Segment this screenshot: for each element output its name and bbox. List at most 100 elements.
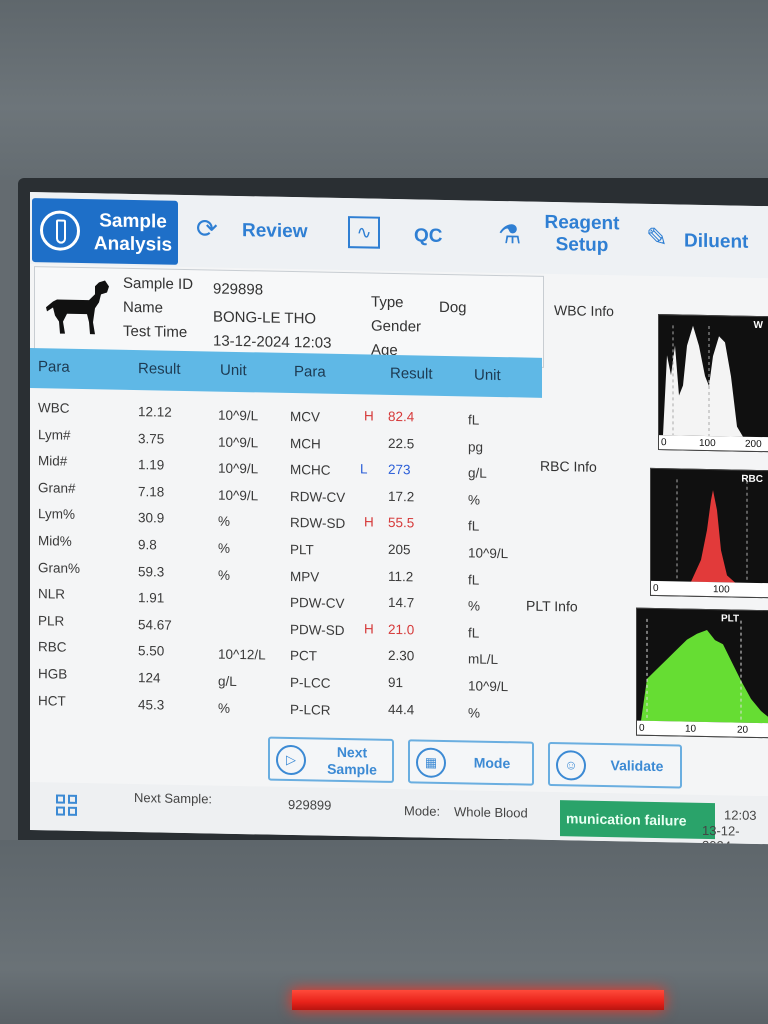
col-unit-2: Unit <box>474 366 501 385</box>
col-para-2: Para <box>294 363 326 381</box>
plt-info-label: PLT Info <box>526 597 578 615</box>
row-result: 205 <box>388 541 411 558</box>
row-unit: % <box>468 598 481 614</box>
row-unit: % <box>218 540 231 556</box>
test-tube-icon <box>40 210 80 251</box>
row-para: NLR <box>38 586 66 602</box>
communication-status: munication failure <box>560 800 715 840</box>
row-flag: H <box>364 408 374 424</box>
row-para: PLT <box>290 541 314 558</box>
wbc-tick-200: 200 <box>745 438 762 451</box>
clock-date: 13-12-2024 <box>702 822 740 844</box>
rbc-info-label: RBC Info <box>540 457 597 475</box>
row-result: 30.9 <box>138 510 165 526</box>
test-time-value: 13-12-2024 12:03 <box>213 332 332 352</box>
row-result: 45.3 <box>138 696 165 713</box>
user-icon: ☺ <box>556 750 586 781</box>
status-light <box>292 990 664 1010</box>
row-result: 5.50 <box>138 643 165 659</box>
row-unit: % <box>468 492 481 508</box>
plt-tick-20: 20 <box>737 724 749 736</box>
plt-histogram-title: PLT <box>721 613 740 625</box>
next-sample-button[interactable]: ▷ Next Sample <box>268 736 394 783</box>
wbc-tick-100: 100 <box>699 437 716 450</box>
mode-status-value: Whole Blood <box>454 804 528 821</box>
row-unit: 10^9/L <box>218 460 259 477</box>
next-sample-status-label: Next Sample: <box>134 789 213 807</box>
row-unit: 10^9/L <box>468 545 509 562</box>
dog-icon <box>46 280 109 335</box>
row-unit: fL <box>468 625 480 641</box>
row-para: MPV <box>290 568 320 585</box>
row-unit: % <box>218 567 231 583</box>
row-result: 55.5 <box>388 515 415 531</box>
row-unit: 10^9/L <box>218 434 259 450</box>
row-para: PDW-SD <box>290 621 345 638</box>
mode-status-label: Mode: <box>404 803 441 819</box>
grid-menu-icon[interactable] <box>56 794 80 818</box>
wbc-tick-0: 0 <box>661 437 667 449</box>
row-flag: L <box>360 461 368 477</box>
row-result: 273 <box>388 462 411 478</box>
type-value: Dog <box>439 298 467 317</box>
next-sample-button-label: Next Sample <box>327 743 377 778</box>
play-icon: ▷ <box>276 744 306 776</box>
validate-button[interactable]: ☺ Validate <box>548 741 682 789</box>
nav-review-label: Review <box>242 220 308 243</box>
test-time-label: Test Time <box>123 322 188 342</box>
row-flag: H <box>364 621 374 637</box>
nav-diluent[interactable]: ✎ Diluent <box>644 216 768 274</box>
clock-time: 12:03 <box>724 807 757 823</box>
row-unit: fL <box>468 572 480 588</box>
rbc-tick-100: 100 <box>713 584 730 596</box>
row-para: MCV <box>290 408 320 425</box>
row-para: Lym# <box>38 426 71 443</box>
row-para: MCHC <box>290 462 331 478</box>
row-result: 11.2 <box>388 568 414 584</box>
nav-reagent-setup[interactable]: ⚗ Reagent Setup <box>496 212 636 272</box>
row-unit: 10^9/L <box>218 407 259 424</box>
row-unit: g/L <box>468 465 487 481</box>
nav-sample-analysis-label: Sample Analysis <box>93 210 173 256</box>
row-unit: 10^12/L <box>218 647 266 663</box>
gender-label: Gender <box>371 317 422 336</box>
row-para: Gran% <box>38 559 81 576</box>
nav-qc[interactable]: ∿ QC <box>348 210 468 268</box>
validate-button-label: Validate <box>610 757 664 775</box>
next-sample-status-value: 929899 <box>288 796 332 813</box>
nav-sample-analysis[interactable]: Sample Analysis <box>32 198 178 265</box>
sample-id-label: Sample ID <box>123 274 194 294</box>
plt-histogram: PLT 0 10 20 <box>636 607 768 739</box>
type-label: Type <box>371 293 404 312</box>
name-value: BONG-LE THO <box>213 308 317 328</box>
flask-icon: ⚗ <box>498 218 522 250</box>
nav-qc-label: QC <box>414 225 443 247</box>
results-table-header: Para Result Unit Para Result Unit <box>30 348 542 398</box>
row-result: 91 <box>388 674 404 691</box>
row-para: Mid# <box>38 453 68 469</box>
wbc-histogram: W 0 100 200 <box>658 314 768 453</box>
row-unit: mL/L <box>468 651 499 668</box>
row-result: 2.30 <box>388 648 415 664</box>
mode-button[interactable]: ▦ Mode <box>408 739 534 786</box>
row-result: 82.4 <box>388 408 415 425</box>
row-unit: 10^9/L <box>468 678 509 695</box>
name-label: Name <box>123 298 164 317</box>
refresh-doc-icon: ⟳ <box>196 213 218 244</box>
row-para: Lym% <box>38 506 76 523</box>
row-unit: fL <box>468 412 480 428</box>
row-unit: pg <box>468 439 484 455</box>
row-para: Mid% <box>38 533 72 549</box>
histogram-panel: WBC Info RBC Info PLT Info W 0 100 200 R… <box>526 288 768 762</box>
col-para-1: Para <box>38 358 70 376</box>
row-unit: % <box>218 514 231 530</box>
plt-tick-0: 0 <box>639 722 645 734</box>
row-result: 124 <box>138 670 161 686</box>
row-para: RDW-CV <box>290 488 346 505</box>
row-result: 1.19 <box>138 457 165 473</box>
row-para: P-LCC <box>290 674 331 691</box>
row-para: WBC <box>38 400 70 416</box>
nav-review[interactable]: ⟳ Review <box>192 207 322 265</box>
row-para: Gran# <box>38 479 76 496</box>
row-result: 7.18 <box>138 483 165 500</box>
